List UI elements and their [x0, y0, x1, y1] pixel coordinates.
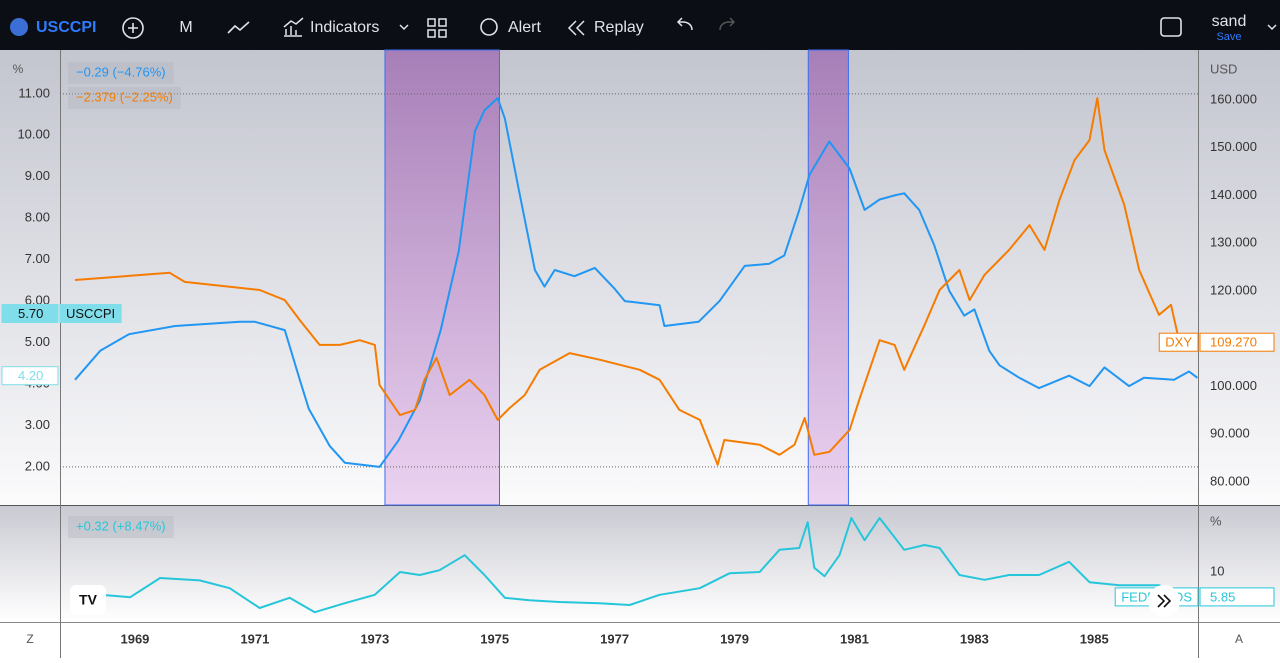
y2-unit[interactable]: USD	[1210, 61, 1237, 76]
main-pane	[0, 50, 1280, 506]
save[interactable]: Save	[1216, 31, 1241, 43]
user[interactable]: sand	[1212, 13, 1247, 30]
interval[interactable]: M	[179, 19, 192, 36]
y-tick-label: 140.000	[1210, 187, 1257, 202]
y-tick-label: 80.000	[1210, 473, 1250, 488]
redo[interactable]	[719, 17, 736, 31]
add-icon	[128, 23, 138, 33]
shaded-period	[384, 49, 500, 506]
logo-mark: TV	[79, 592, 98, 608]
dropdown[interactable]	[399, 24, 409, 31]
shaded-period	[807, 49, 849, 506]
legend-value: −0.29 (−4.76%)	[76, 64, 166, 79]
price-label-text: 4.20	[18, 368, 43, 383]
x-tick-label: 1975	[480, 631, 509, 646]
price-label	[1199, 332, 1275, 352]
legend-box	[68, 516, 174, 538]
price-label-text: 5.70	[18, 306, 43, 321]
y-tick-label: 10	[1210, 563, 1224, 578]
replay[interactable]: Replay	[594, 19, 644, 36]
fullscreen[interactable]	[1160, 17, 1182, 37]
add-symbol[interactable]	[122, 17, 144, 39]
legend-box	[68, 62, 174, 84]
series-name-tag	[59, 304, 122, 324]
price-label-text: 5.85	[1210, 589, 1235, 604]
layouts[interactable]	[427, 18, 447, 38]
legend-box	[68, 87, 181, 109]
corner-right[interactable]: A	[1235, 632, 1243, 646]
price-label	[1, 304, 59, 324]
y-tick-label: 10.00	[17, 127, 50, 142]
x-tick-label: 1981	[840, 631, 869, 646]
x-tick-label: 1985	[1080, 631, 1109, 646]
x-tick-label: 1979	[720, 631, 749, 646]
corner-left[interactable]: Z	[26, 632, 33, 646]
user-menu[interactable]	[1267, 24, 1277, 31]
alert-icon	[480, 18, 498, 36]
lower-y-unit: %	[1210, 513, 1222, 528]
scroll-icon	[1157, 594, 1172, 608]
symbol[interactable]: USCCPI	[36, 19, 96, 36]
x-tick-label: 1973	[360, 631, 389, 646]
y-tick-label: 11.00	[18, 85, 50, 100]
y-tick-label: 150.000	[1210, 139, 1257, 154]
x-tick-label: 1977	[600, 631, 629, 646]
y-tick-label: 5.00	[25, 334, 50, 349]
price-label	[1199, 587, 1275, 607]
flag-icon[interactable]	[10, 18, 28, 36]
alert[interactable]: Alert	[508, 19, 541, 36]
time-axis	[0, 622, 1280, 658]
logo[interactable]	[70, 585, 106, 615]
series-name: DXY	[1165, 335, 1192, 350]
series-name: USCCPI	[66, 306, 115, 321]
lower-pane	[0, 506, 1280, 622]
x-tick-label: 1971	[240, 631, 269, 646]
chart-type[interactable]	[227, 21, 250, 34]
price-label	[1, 366, 59, 386]
y-tick-label: 9.00	[25, 168, 50, 183]
y-tick-label: 8.00	[25, 210, 50, 225]
y-tick-label: 3.00	[25, 417, 50, 432]
y-tick-label: 90.000	[1210, 426, 1250, 441]
series-line	[74, 97, 1195, 466]
series-name-tag	[1158, 332, 1199, 352]
replay-icon	[567, 20, 585, 36]
legend-value: +0.32 (+8.47%)	[76, 518, 166, 533]
y-tick-label: 130.000	[1210, 235, 1257, 250]
toolbar	[0, 0, 1280, 50]
y-unit: %	[13, 62, 24, 76]
legend-value: −2.379 (−2.25%)	[76, 89, 173, 104]
series-line	[74, 517, 1175, 614]
x-tick-label: 1969	[120, 631, 149, 646]
y-tick-label: 160.000	[1210, 91, 1257, 106]
x-tick-label: 1983	[960, 631, 989, 646]
y-tick-label: 100.000	[1210, 378, 1257, 393]
undo[interactable]	[676, 17, 693, 31]
indicators[interactable]: Indicators	[310, 19, 379, 36]
y-tick-label: 6.00	[25, 293, 50, 308]
series-line	[74, 97, 1198, 468]
price-label-text: 109.270	[1210, 335, 1257, 350]
y-tick-label: 7.00	[25, 251, 50, 266]
y-tick-label: 2.00	[25, 458, 50, 473]
indicators-icon	[283, 17, 304, 37]
y-tick-label: 120.000	[1210, 282, 1257, 297]
